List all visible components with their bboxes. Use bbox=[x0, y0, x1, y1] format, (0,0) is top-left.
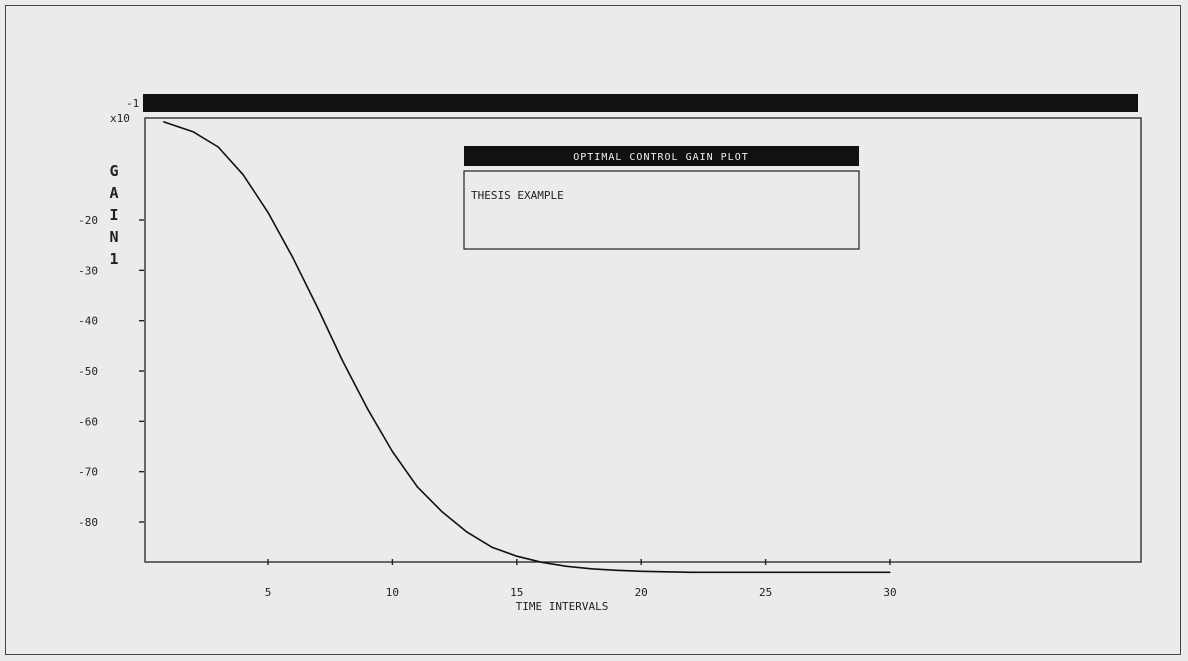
x-tick-label: 5 bbox=[265, 586, 272, 599]
y-axis-label-char: N bbox=[109, 228, 118, 246]
axes-group: 5 10 15 20 25 30 -20 -30 -40 -50 -60 -70 -80 bbox=[78, 214, 897, 599]
x-tick-label: 25 bbox=[759, 586, 772, 599]
y-axis-label-char: G bbox=[109, 162, 118, 180]
series-point bbox=[442, 511, 443, 512]
y-axis-label: GAIN 1 bbox=[109, 162, 118, 268]
series-point bbox=[641, 571, 642, 572]
x-tick-label: 30 bbox=[883, 586, 896, 599]
series-point bbox=[566, 566, 567, 567]
y-multiplier-label: x10 bbox=[110, 112, 130, 125]
x-tick-label: 15 bbox=[510, 586, 523, 599]
chart-title: OPTIMAL CONTROL GAIN PLOT bbox=[573, 152, 749, 163]
series-point bbox=[392, 451, 393, 452]
series-point bbox=[765, 572, 766, 573]
series-point bbox=[417, 486, 418, 487]
y-tick-label: -50 bbox=[78, 365, 98, 378]
chart-subtitle: THESIS EXAMPLE bbox=[471, 189, 564, 202]
series-point bbox=[491, 547, 492, 548]
subtitle-box bbox=[464, 171, 859, 249]
series-point bbox=[317, 307, 318, 308]
top-title-bar bbox=[143, 94, 1138, 112]
y-axis-label-char: 1 bbox=[109, 250, 118, 268]
y-tick-label: -40 bbox=[78, 315, 98, 328]
y-axis-label-char: I bbox=[109, 206, 118, 224]
series-point bbox=[267, 212, 268, 213]
series-point bbox=[342, 360, 343, 361]
y-tick-label: -70 bbox=[78, 466, 98, 479]
series-point bbox=[218, 146, 219, 147]
series-point bbox=[591, 568, 592, 569]
series-point bbox=[889, 572, 890, 573]
y-tick-label: -80 bbox=[78, 516, 98, 529]
series-point bbox=[466, 531, 467, 532]
series-point bbox=[243, 174, 244, 175]
series-point bbox=[516, 556, 517, 557]
series-point bbox=[367, 408, 368, 409]
series-point bbox=[541, 562, 542, 563]
y-axis-label-char: A bbox=[109, 184, 118, 202]
series-point bbox=[292, 257, 293, 258]
y-tick-label: -20 bbox=[78, 214, 98, 227]
y-tick-label: -60 bbox=[78, 415, 98, 428]
series-point bbox=[616, 570, 617, 571]
series-point bbox=[193, 131, 194, 132]
series-point bbox=[163, 121, 164, 122]
plot-area-border bbox=[145, 118, 1141, 562]
series-point bbox=[690, 572, 691, 573]
x-tick-label: 10 bbox=[386, 586, 399, 599]
y-multiplier-exponent: -1 bbox=[126, 97, 139, 110]
x-tick-label: 20 bbox=[635, 586, 648, 599]
y-tick-label: -30 bbox=[78, 264, 98, 277]
x-axis-label: TIME INTERVALS bbox=[516, 600, 609, 613]
gain-plot: x10 -1 GAIN 1 OPTIMAL CONTROL GAIN PLOT T… bbox=[6, 6, 1182, 656]
